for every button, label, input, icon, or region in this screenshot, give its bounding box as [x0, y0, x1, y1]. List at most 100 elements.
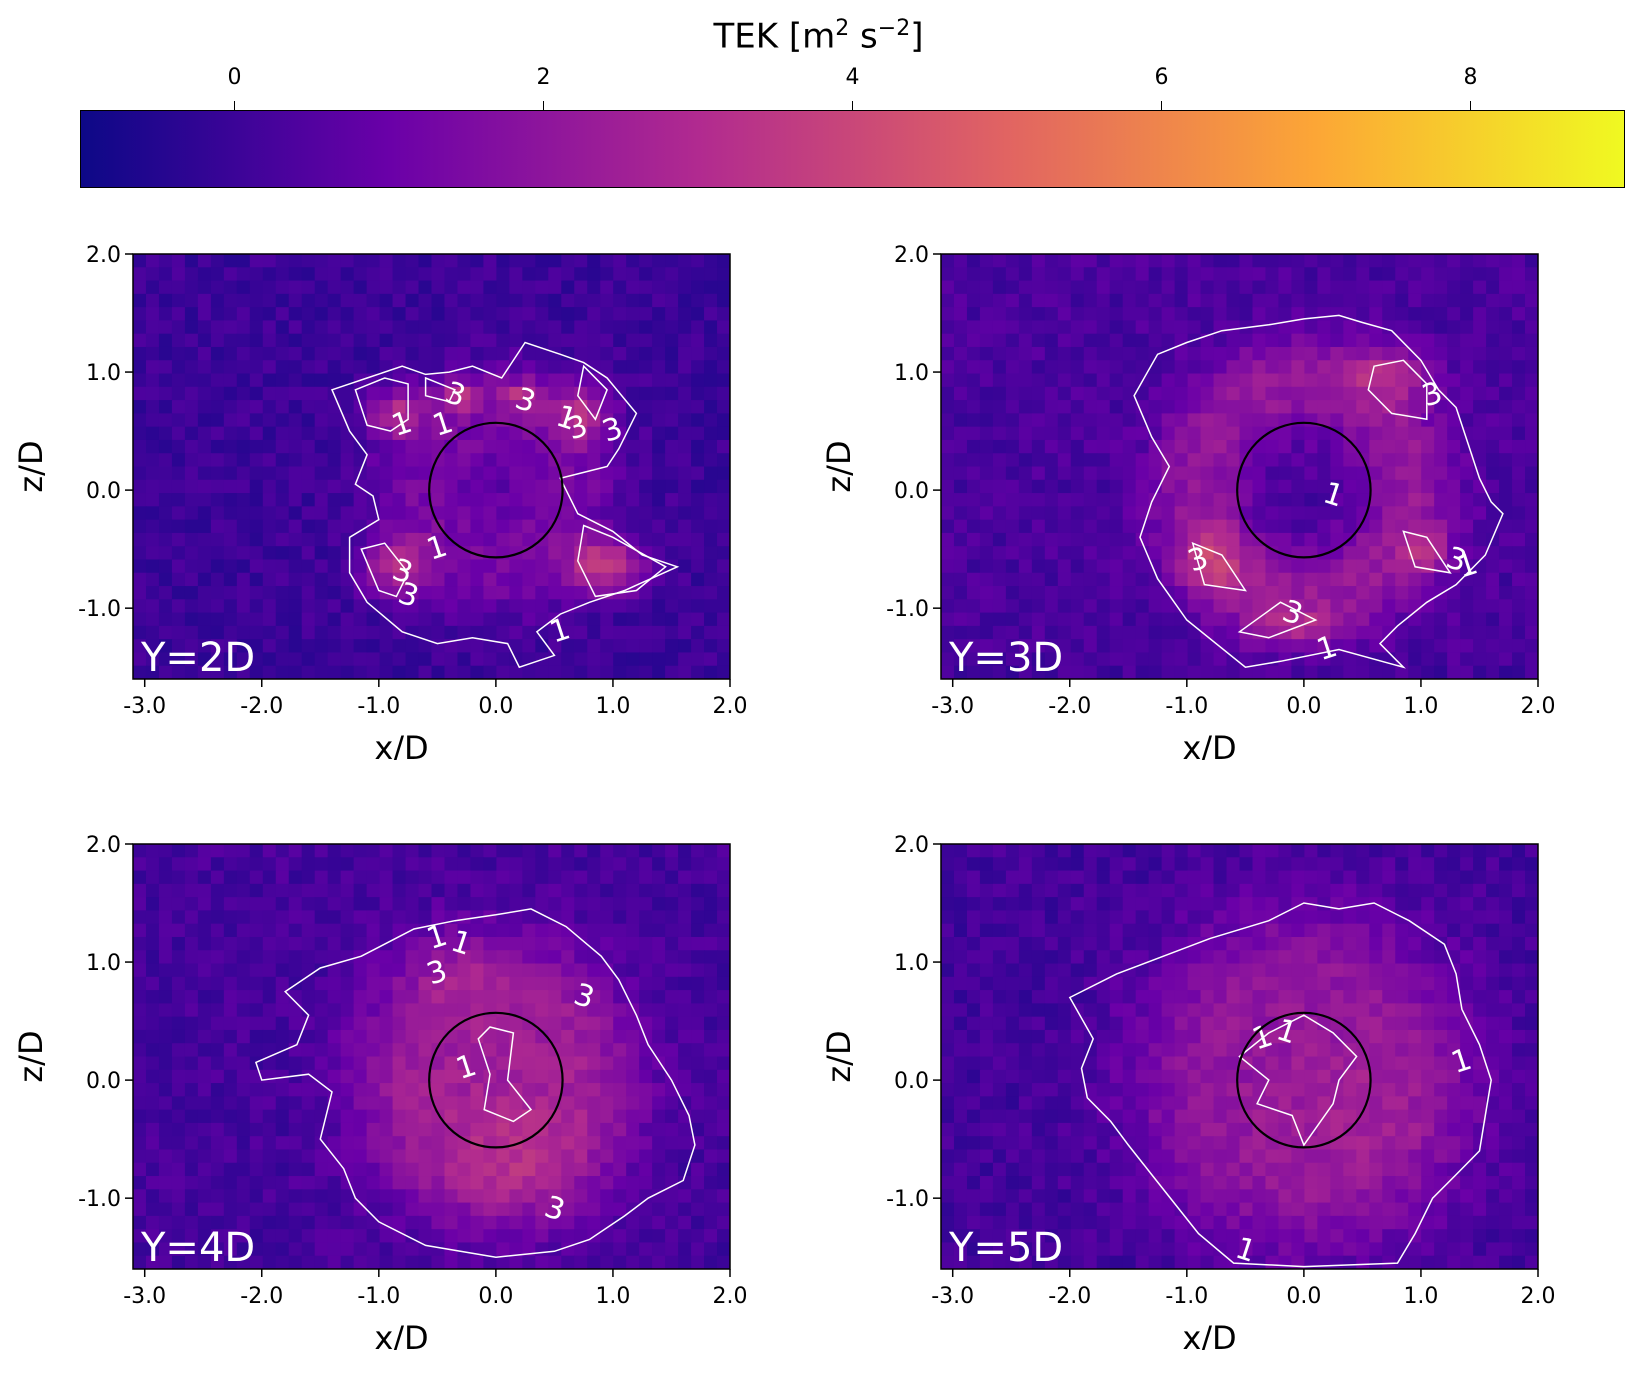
heatmap-cell	[574, 320, 588, 335]
heatmap-cell	[1174, 857, 1189, 872]
heatmap-cell	[171, 883, 186, 898]
heatmap-cell	[457, 506, 472, 521]
heatmap-cell	[444, 519, 459, 534]
heatmap-cell	[1447, 625, 1461, 640]
heatmap-cell	[223, 1109, 238, 1124]
heatmap-cell	[1135, 923, 1150, 938]
heatmap-cell	[1291, 400, 1305, 414]
heatmap-cell	[639, 963, 653, 978]
heatmap-cell	[197, 1029, 212, 1044]
heatmap-cell	[236, 426, 251, 441]
heatmap-cell	[145, 1202, 160, 1217]
heatmap-cell	[613, 307, 627, 322]
heatmap-cell	[600, 1109, 614, 1124]
heatmap-cell	[1213, 293, 1228, 308]
heatmap-cell	[1083, 333, 1098, 348]
heatmap-cell	[483, 506, 497, 521]
heatmap-cell	[1447, 254, 1461, 268]
heatmap-cell	[1200, 493, 1215, 507]
heatmap-cell	[691, 280, 705, 295]
heatmap-cell	[1512, 360, 1526, 375]
heatmap-cell	[379, 1043, 394, 1058]
heatmap-cell	[379, 1162, 394, 1177]
heatmap-cell	[717, 320, 730, 335]
heatmap-cell	[639, 936, 653, 951]
heatmap-cell	[1135, 883, 1150, 898]
heatmap-cell	[158, 1109, 173, 1124]
heatmap-cell	[457, 910, 472, 925]
heatmap-cell	[392, 897, 407, 912]
heatmap-cell	[1109, 466, 1124, 481]
heatmap-cell	[470, 625, 485, 640]
heatmap-cell	[145, 625, 160, 640]
heatmap-cell	[626, 1069, 640, 1084]
heatmap-cell	[1499, 453, 1513, 468]
heatmap-cell	[613, 1122, 627, 1137]
heatmap-cell	[405, 1122, 420, 1137]
heatmap-cell	[496, 883, 510, 898]
heatmap-cell	[353, 532, 368, 547]
heatmap-cell	[561, 413, 575, 428]
heatmap-cell	[1278, 936, 1293, 951]
heatmap-cell	[600, 883, 614, 898]
heatmap-cell	[1187, 280, 1202, 295]
heatmap-cell	[1265, 493, 1280, 507]
heatmap-cell	[1135, 453, 1150, 468]
heatmap-cell	[249, 479, 264, 494]
heatmap-cell	[522, 857, 536, 872]
heatmap-cell	[678, 572, 692, 587]
heatmap-cell	[275, 426, 290, 441]
heatmap-cell	[483, 844, 497, 858]
heatmap-cell	[133, 1242, 147, 1257]
heatmap-cell	[1070, 400, 1085, 414]
heatmap-cell	[249, 532, 264, 547]
heatmap-cell	[1161, 360, 1176, 375]
heatmap-cell	[405, 307, 420, 322]
heatmap-cell	[340, 936, 355, 951]
heatmap-cell	[1473, 572, 1487, 587]
y-tick-label: 0.0	[86, 1069, 121, 1094]
heatmap-cell	[979, 320, 994, 335]
heatmap-cell	[1447, 923, 1461, 938]
heatmap-cell	[1395, 652, 1409, 667]
heatmap-cell	[405, 844, 420, 858]
heatmap-cell	[301, 976, 316, 991]
heatmap-cell	[340, 572, 355, 587]
heatmap-cell	[1070, 466, 1085, 481]
heatmap-cell	[1031, 493, 1046, 507]
heatmap-cell	[1161, 625, 1176, 640]
heatmap-cell	[392, 1242, 407, 1257]
heatmap-cell	[418, 857, 433, 872]
heatmap-cell	[587, 546, 601, 561]
heatmap-cell	[210, 506, 225, 521]
heatmap-cell	[314, 1162, 329, 1177]
heatmap-cell	[483, 652, 497, 667]
heatmap-cell	[236, 466, 251, 481]
heatmap-cell	[366, 453, 381, 468]
heatmap-cell	[1187, 267, 1202, 282]
heatmap-cell	[1343, 844, 1357, 858]
heatmap-cell	[496, 426, 510, 441]
heatmap-cell	[171, 267, 186, 282]
heatmap-cell	[133, 1255, 147, 1269]
heatmap-cell	[353, 990, 368, 1004]
heatmap-cell	[992, 280, 1007, 295]
heatmap-cell	[171, 466, 186, 481]
heatmap-cell	[262, 413, 277, 428]
heatmap-cell	[1213, 559, 1228, 574]
x-tick-label: -2.0	[240, 694, 283, 719]
heatmap-cell	[717, 293, 730, 308]
heatmap-cell	[1031, 439, 1046, 454]
heatmap-cell	[639, 293, 653, 308]
heatmap-cell	[379, 1215, 394, 1230]
heatmap-cell	[236, 897, 251, 912]
heatmap-cell	[1382, 923, 1396, 938]
heatmap-cell	[1252, 857, 1267, 872]
heatmap-cell	[1070, 493, 1085, 507]
heatmap-cell	[327, 990, 342, 1004]
heatmap-cell	[197, 493, 212, 507]
heatmap-cell	[639, 1016, 653, 1031]
heatmap-cell	[535, 599, 549, 614]
heatmap-cell	[509, 254, 523, 268]
heatmap-cell	[639, 665, 653, 679]
